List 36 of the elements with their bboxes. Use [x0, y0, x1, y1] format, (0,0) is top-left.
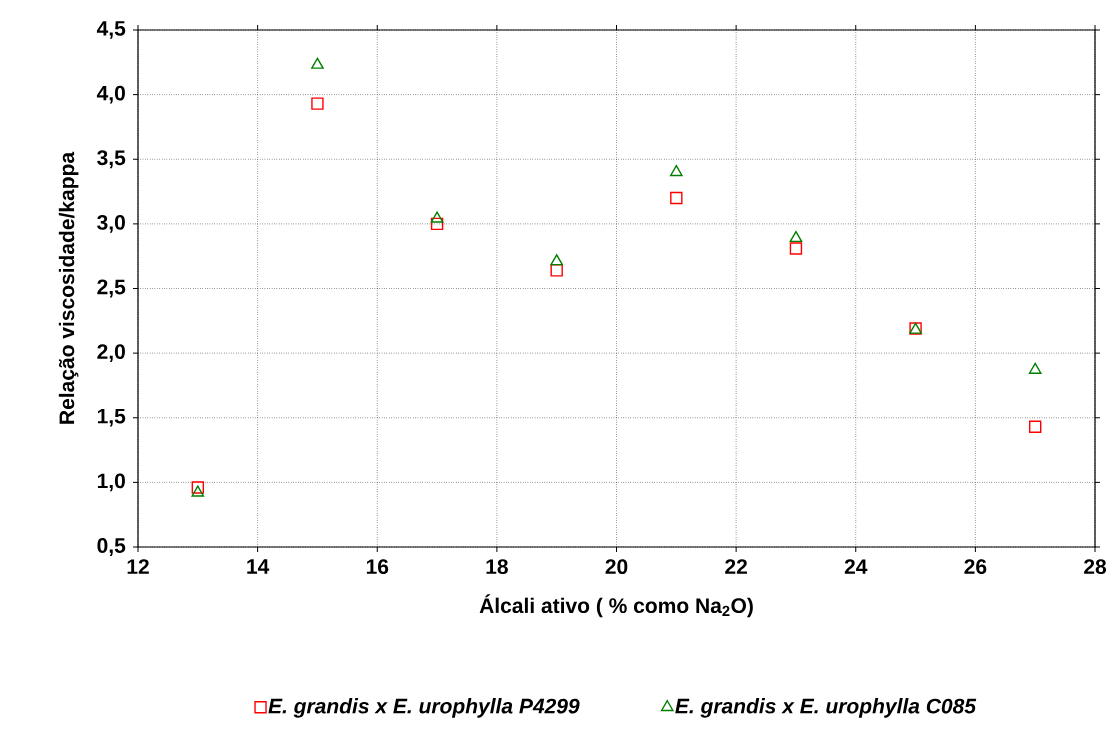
point [1028, 362, 1042, 374]
point [1029, 420, 1042, 433]
point [311, 97, 324, 110]
y-axis-title: Relação viscosidade/kappa [58, 151, 79, 424]
y-tick-label: 2,0 [97, 344, 125, 363]
point [430, 217, 444, 231]
y-tick-label: 1,0 [97, 473, 125, 492]
x-tick-label: 26 [964, 559, 987, 575]
x-axis-title: Álcali ativo ( % como Na$_{2}$O) [479, 594, 753, 618]
y-tick-label: 4,0 [96, 85, 125, 104]
legend-label: E. grandis x E. urophylla P4299 [268, 698, 580, 718]
point [669, 164, 683, 177]
y-tick-label: 4,5 [96, 21, 126, 39]
point [430, 211, 444, 223]
point [191, 485, 205, 497]
point [670, 191, 683, 205]
x-tick-label: 28 [1084, 559, 1107, 575]
y-tick-label: 3,5 [97, 150, 126, 169]
x-tick-label: 24 [844, 559, 868, 574]
x-tick-label: 12 [127, 559, 149, 574]
point [550, 264, 563, 277]
x-tick-label: 14 [247, 559, 270, 574]
point [789, 242, 803, 255]
y-tick-label: 3,0 [97, 214, 125, 233]
x-tick-label: 16 [366, 559, 389, 575]
y-tick-label: 0,5 [97, 538, 126, 556]
legend-label: E. grandis x E. urophylla C085 [675, 698, 977, 718]
x-tick-label: 18 [486, 559, 508, 575]
point [311, 57, 324, 69]
y-tick-label: 1,5 [97, 408, 126, 427]
point [191, 481, 205, 494]
point [550, 254, 564, 266]
point [789, 230, 803, 243]
y-tick-label: 2,5 [97, 279, 126, 298]
x-tick-label: 22 [725, 559, 747, 574]
x-tick-label: 20 [605, 559, 628, 575]
